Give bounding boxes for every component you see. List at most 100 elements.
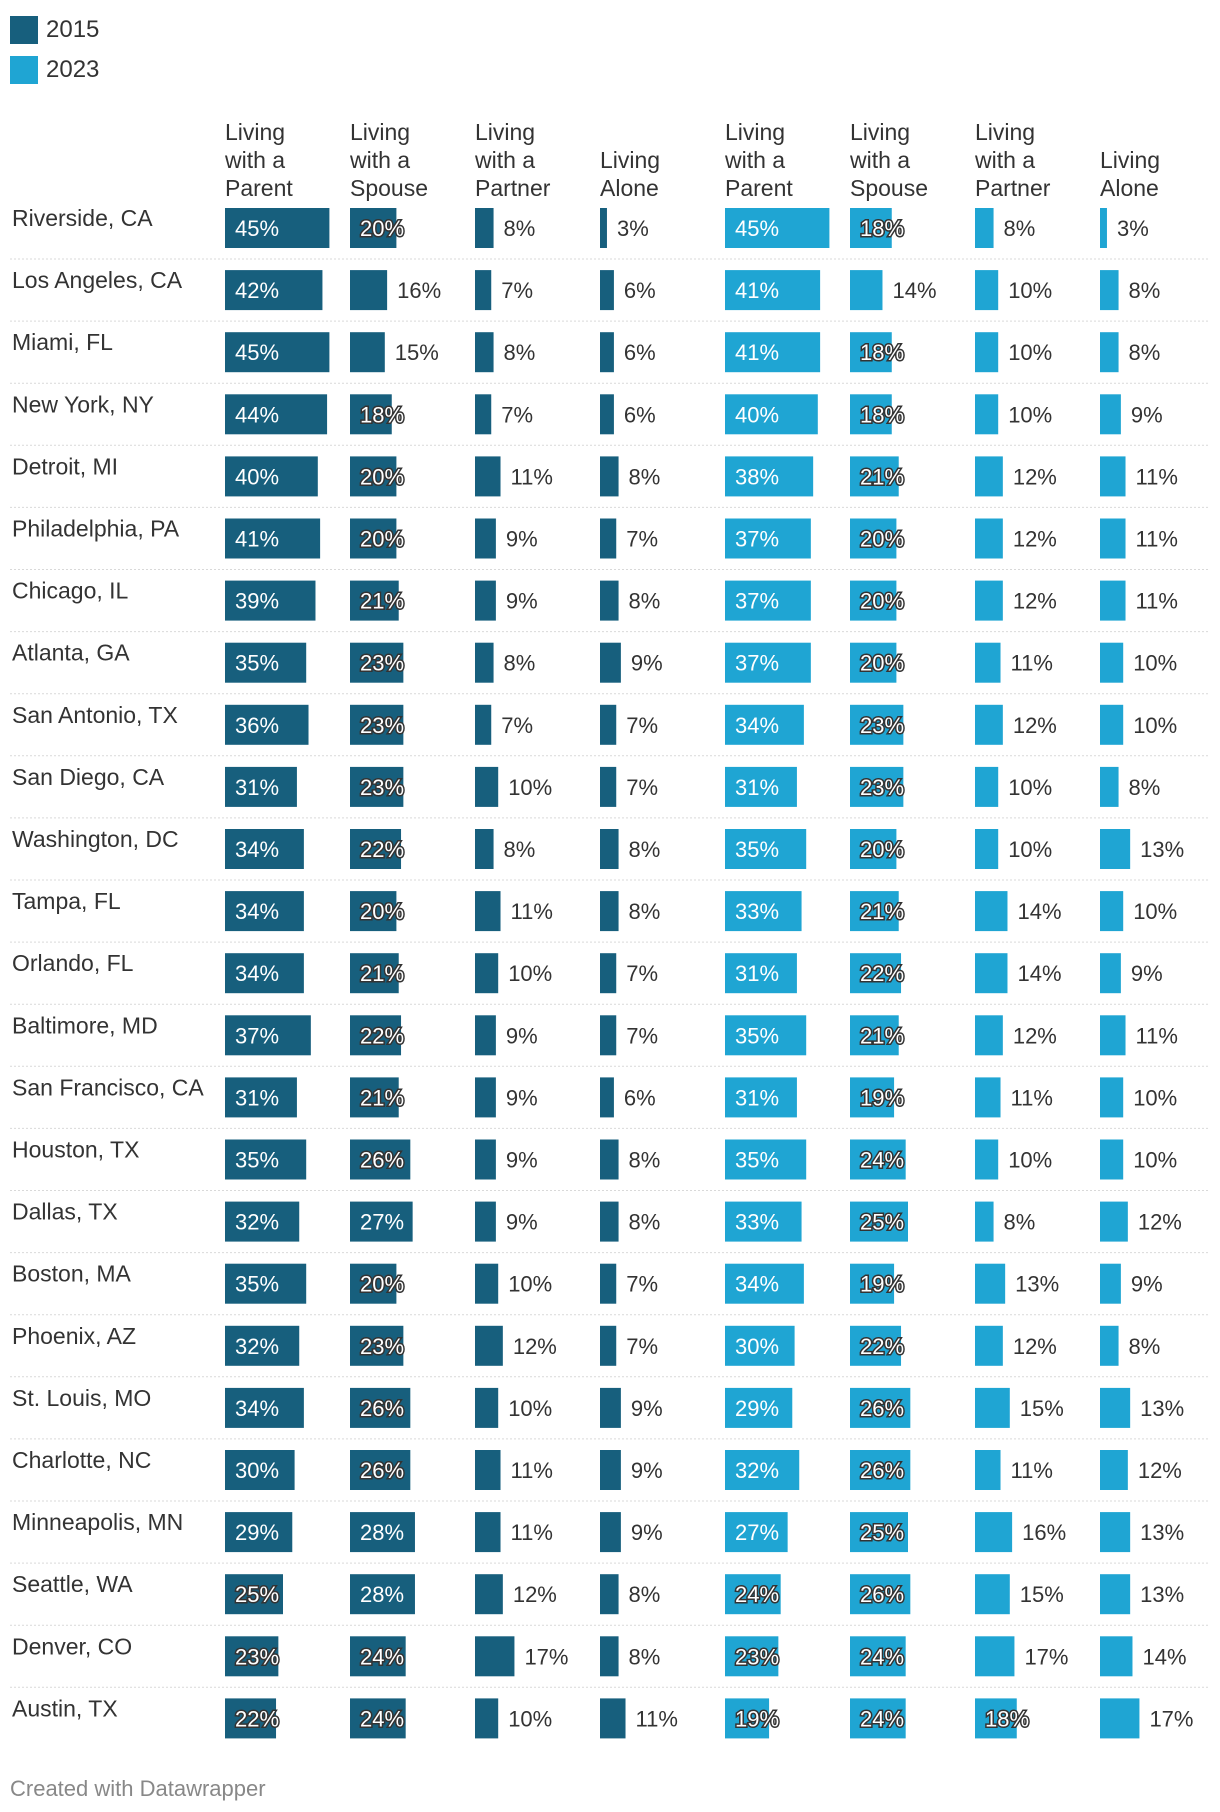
value-label-2015-living-alone-atlanta-ga: 9% (631, 651, 663, 676)
row-label-baltimore-md: Baltimore, MD (12, 1012, 158, 1038)
bar-2023-living-with-a-spouse-new-york-ny (850, 394, 892, 435)
bar-2023-living-with-a-parent-san-francisco-ca (725, 1077, 797, 1118)
bar-2023-living-with-a-spouse-tampa-fl (850, 891, 899, 932)
bar-2015-living-alone-baltimore-md (600, 1015, 617, 1056)
value-label-2023-living-with-a-parent-detroit-mi: 38% (735, 464, 779, 489)
bar-2023-living-with-a-spouse-charlotte-nc (850, 1450, 911, 1490)
bar-2023-living-with-a-partner-atlanta-ga (975, 642, 1001, 683)
value-label-2015-living-alone-philadelphia-pa: 7% (626, 527, 658, 552)
value-label-2023-living-with-a-spouse-charlotte-nc: 26% (860, 1458, 904, 1483)
value-label-2015-living-with-a-spouse-atlanta-ga: 23% (360, 651, 404, 676)
value-label-2015-living-with-a-spouse-seattle-wa: 28% (360, 1582, 404, 1607)
row-label-riverside-ca: Riverside, CA (12, 205, 153, 231)
value-label-2015-living-with-a-parent-phoenix-az: 32% (235, 1334, 279, 1359)
bar-2015-living-with-a-parent-st-louis-mo (225, 1387, 304, 1428)
bar-2023-living-with-a-spouse-denver-co (850, 1636, 906, 1677)
row-label-dallas-tx: Dallas, TX (12, 1199, 118, 1225)
value-label-2015-living-with-a-partner-baltimore-md: 9% (506, 1023, 538, 1048)
bar-2023-living-with-a-parent-miami-fl (725, 332, 821, 373)
bar-2023-living-with-a-spouse-minneapolis-mn (850, 1512, 908, 1553)
bar-2023-living-with-a-spouse-baltimore-md (850, 1015, 899, 1056)
legend-swatch-2023 (10, 56, 38, 84)
row-label-san-antonio-tx: San Antonio, TX (12, 702, 178, 728)
bar-2015-living-with-a-parent-dallas-tx (225, 1201, 300, 1242)
legend: 2015 2023 (10, 10, 99, 90)
value-label-2015-living-with-a-partner-tampa-fl: 11% (511, 899, 553, 924)
value-label-2015-living-with-a-spouse-washington-dc: 22% (360, 837, 404, 862)
value-label-2015-living-with-a-partner-washington-dc: 8% (504, 837, 536, 862)
bar-2015-living-alone-atlanta-ga (600, 642, 621, 683)
value-label-2015-living-with-a-parent-atlanta-ga: 35% (235, 651, 279, 676)
column-header-2023-living-alone-line-2: Alone (1100, 175, 1159, 201)
bar-2023-living-with-a-parent-los-angeles-ca (725, 270, 821, 311)
value-label-2023-living-with-a-parent-atlanta-ga: 37% (735, 651, 779, 676)
bar-2023-living-with-a-partner-san-francisco-ca (975, 1077, 1001, 1118)
legend-item-2023: 2023 (10, 50, 99, 90)
bar-2023-living-with-a-parent-orlando-fl (725, 953, 797, 994)
value-label-2023-living-with-a-partner-minneapolis-mn: 16% (1022, 1520, 1066, 1545)
value-label-2023-living-with-a-spouse-chicago-il: 20% (860, 589, 904, 614)
value-label-2015-living-alone-san-diego-ca: 7% (626, 775, 658, 800)
value-label-2023-living-with-a-partner-detroit-mi: 12% (1013, 464, 1057, 489)
bar-2023-living-alone-detroit-mi (1100, 456, 1126, 497)
value-label-2023-living-with-a-spouse-orlando-fl: 22% (860, 961, 904, 986)
bar-2015-living-alone-seattle-wa (600, 1574, 619, 1615)
bar-2023-living-alone-dallas-tx (1100, 1201, 1128, 1242)
bar-2023-living-with-a-partner-miami-fl (975, 332, 999, 373)
value-label-2023-living-with-a-spouse-houston-tx: 24% (860, 1148, 904, 1173)
value-label-2015-living-with-a-partner-san-diego-ca: 10% (508, 775, 552, 800)
bar-2023-living-alone-austin-tx (1100, 1698, 1140, 1739)
row-label-phoenix-az: Phoenix, AZ (12, 1323, 136, 1349)
value-label-2015-living-with-a-parent-minneapolis-mn: 29% (235, 1520, 279, 1545)
bar-2015-living-with-a-parent-riverside-ca (225, 208, 330, 248)
value-label-2015-living-with-a-partner-seattle-wa: 12% (513, 1582, 557, 1607)
value-label-2015-living-with-a-parent-orlando-fl: 34% (235, 961, 279, 986)
value-label-2015-living-alone-austin-tx: 11% (636, 1706, 678, 1731)
value-label-2015-living-with-a-partner-los-angeles-ca: 7% (501, 278, 533, 303)
bar-2023-living-with-a-spouse-atlanta-ga (850, 642, 897, 683)
column-header-2023-living-with-a-partner-line-2: with a (974, 147, 1035, 173)
value-label-2015-living-with-a-partner-dallas-tx: 9% (506, 1210, 538, 1235)
value-label-2023-living-alone-new-york-ny: 9% (1131, 402, 1163, 427)
value-label-2015-living-alone-san-francisco-ca: 6% (624, 1085, 656, 1110)
bar-2015-living-with-a-partner-charlotte-nc (475, 1450, 501, 1490)
value-label-2023-living-with-a-parent-phoenix-az: 30% (735, 1334, 779, 1359)
bar-2015-living-alone-minneapolis-mn (600, 1512, 621, 1553)
bar-2023-living-with-a-spouse-orlando-fl (850, 953, 902, 994)
value-label-2023-living-with-a-parent-austin-tx: 19% (735, 1706, 779, 1731)
bar-2023-living-alone-san-francisco-ca (1100, 1077, 1124, 1118)
value-label-2015-living-with-a-parent-boston-ma: 35% (235, 1272, 279, 1297)
value-label-2023-living-with-a-parent-washington-dc: 35% (735, 837, 779, 862)
value-label-2023-living-with-a-parent-tampa-fl: 33% (735, 899, 779, 924)
value-label-2015-living-with-a-spouse-charlotte-nc: 26% (360, 1458, 404, 1483)
value-label-2015-living-with-a-parent-detroit-mi: 40% (235, 464, 279, 489)
value-label-2015-living-with-a-partner-philadelphia-pa: 9% (506, 527, 538, 552)
bar-2023-living-alone-new-york-ny (1100, 394, 1121, 435)
row-label-washington-dc: Washington, DC (12, 826, 179, 852)
bar-2015-living-with-a-parent-detroit-mi (225, 456, 318, 497)
bar-2015-living-alone-san-diego-ca (600, 766, 617, 807)
bar-2015-living-with-a-partner-phoenix-az (475, 1325, 503, 1366)
value-label-2023-living-with-a-parent-boston-ma: 34% (735, 1272, 779, 1297)
bar-2023-living-with-a-parent-san-diego-ca (725, 766, 797, 807)
row-label-denver-co: Denver, CO (12, 1633, 132, 1659)
bar-2023-living-with-a-spouse-boston-ma (850, 1263, 895, 1304)
value-label-2015-living-with-a-spouse-riverside-ca: 20% (360, 216, 404, 241)
value-label-2015-living-with-a-parent-tampa-fl: 34% (235, 899, 279, 924)
value-label-2023-living-with-a-parent-miami-fl: 41% (735, 340, 779, 365)
bar-2023-living-with-a-parent-minneapolis-mn (725, 1512, 788, 1553)
bar-2023-living-with-a-parent-atlanta-ga (725, 642, 811, 683)
row-label-houston-tx: Houston, TX (12, 1137, 139, 1163)
value-label-2015-living-with-a-partner-detroit-mi: 11% (511, 464, 553, 489)
bar-2015-living-alone-phoenix-az (600, 1325, 617, 1366)
value-label-2023-living-with-a-partner-san-francisco-ca: 11% (1011, 1085, 1053, 1110)
value-label-2023-living-alone-san-antonio-tx: 10% (1133, 713, 1177, 738)
bar-2015-living-alone-st-louis-mo (600, 1387, 621, 1428)
bar-2023-living-with-a-parent-san-antonio-tx (725, 704, 804, 745)
value-label-2023-living-with-a-partner-washington-dc: 10% (1008, 837, 1052, 862)
value-label-2023-living-alone-los-angeles-ca: 8% (1129, 278, 1161, 303)
bar-2015-living-with-a-parent-washington-dc (225, 829, 304, 869)
value-label-2015-living-with-a-partner-phoenix-az: 12% (513, 1334, 557, 1359)
value-label-2023-living-alone-boston-ma: 9% (1131, 1272, 1163, 1297)
value-label-2023-living-with-a-partner-baltimore-md: 12% (1013, 1023, 1057, 1048)
